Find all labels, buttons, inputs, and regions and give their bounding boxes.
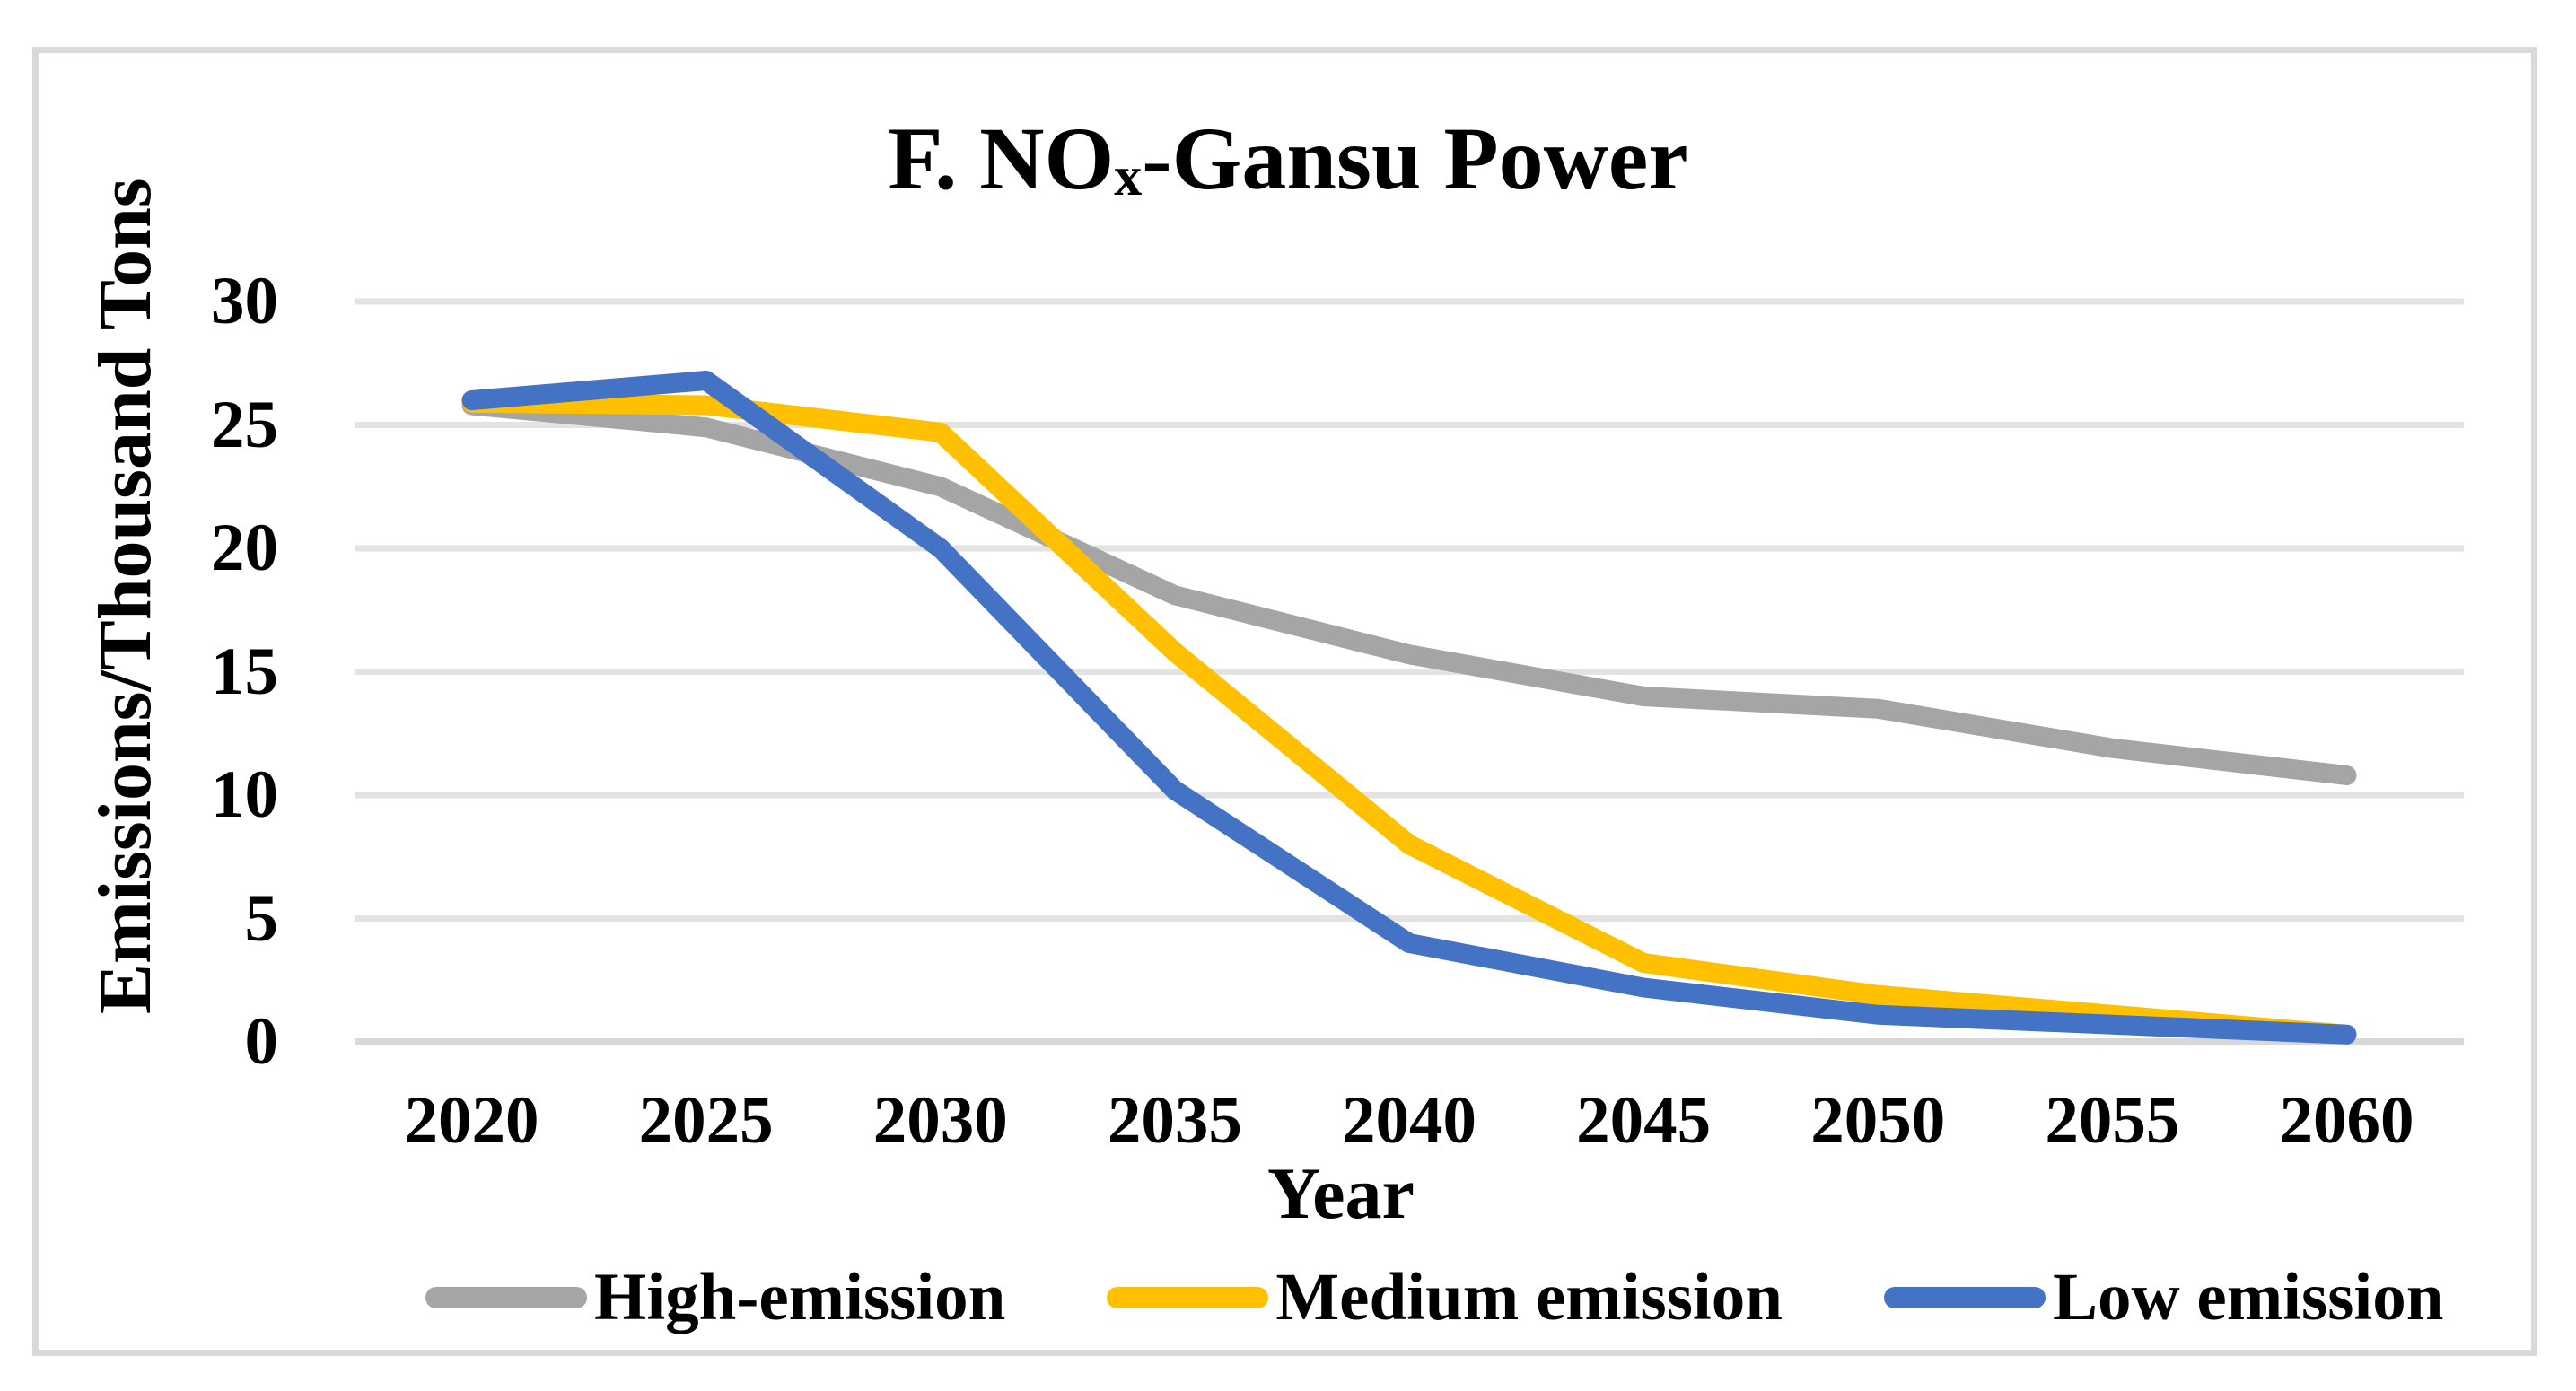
- legend: High-emission Medium emission Low emission: [425, 1260, 2443, 1335]
- x-tick-label-2045: 2045: [1576, 1083, 1712, 1158]
- x-tick-label-2055: 2055: [2045, 1083, 2180, 1158]
- y-tick-label-10: 10: [211, 757, 278, 832]
- legend-swatch-icon: [1883, 1287, 2046, 1308]
- chart-title-suffix: -Gansu Power: [1142, 109, 1688, 208]
- y-tick-label-30: 30: [211, 264, 278, 338]
- legend-label: High-emission: [594, 1260, 1006, 1334]
- y-tick-label-15: 15: [211, 634, 278, 709]
- y-tick-label-0: 0: [244, 1004, 279, 1079]
- y-tick-label-20: 20: [211, 511, 278, 585]
- x-tick-label-2025: 2025: [638, 1083, 774, 1158]
- legend-swatch-icon: [425, 1287, 587, 1308]
- legend-swatch-icon: [1107, 1287, 1269, 1308]
- legend-label: Medium emission: [1275, 1260, 1783, 1334]
- chart-title: F. NOx-Gansu Power: [0, 111, 2576, 206]
- x-tick-label-2050: 2050: [1810, 1083, 1946, 1158]
- x-tick-label-2020: 2020: [404, 1083, 539, 1158]
- x-tick-label-2030: 2030: [872, 1083, 1008, 1158]
- series-lines: [461, 371, 2357, 1045]
- gridlines: [355, 298, 2464, 1045]
- x-axis-title: Year: [1267, 1152, 1415, 1234]
- legend-item-low-emission: Low emission: [1883, 1259, 2444, 1336]
- figure-border: [32, 47, 2537, 1356]
- y-tick-label-5: 5: [244, 880, 279, 956]
- series-line-high-emission: [461, 395, 2357, 785]
- series-line-low-emission: [461, 371, 2357, 1045]
- legend-label: Low emission: [2052, 1260, 2444, 1334]
- chart-title-subscript: x: [1114, 146, 1143, 208]
- legend-item-medium-emission: Medium emission: [1107, 1259, 1783, 1336]
- chart-title-prefix: F. NO: [888, 109, 1115, 208]
- x-tick-label-2060: 2060: [2279, 1083, 2414, 1158]
- x-tick-label-2040: 2040: [1342, 1083, 1476, 1158]
- x-tick-label-2035: 2035: [1107, 1083, 1242, 1158]
- series-line-medium-emission: [461, 392, 2357, 1045]
- y-tick-label-25: 25: [211, 387, 278, 462]
- legend-item-high-emission: High-emission: [425, 1259, 1005, 1336]
